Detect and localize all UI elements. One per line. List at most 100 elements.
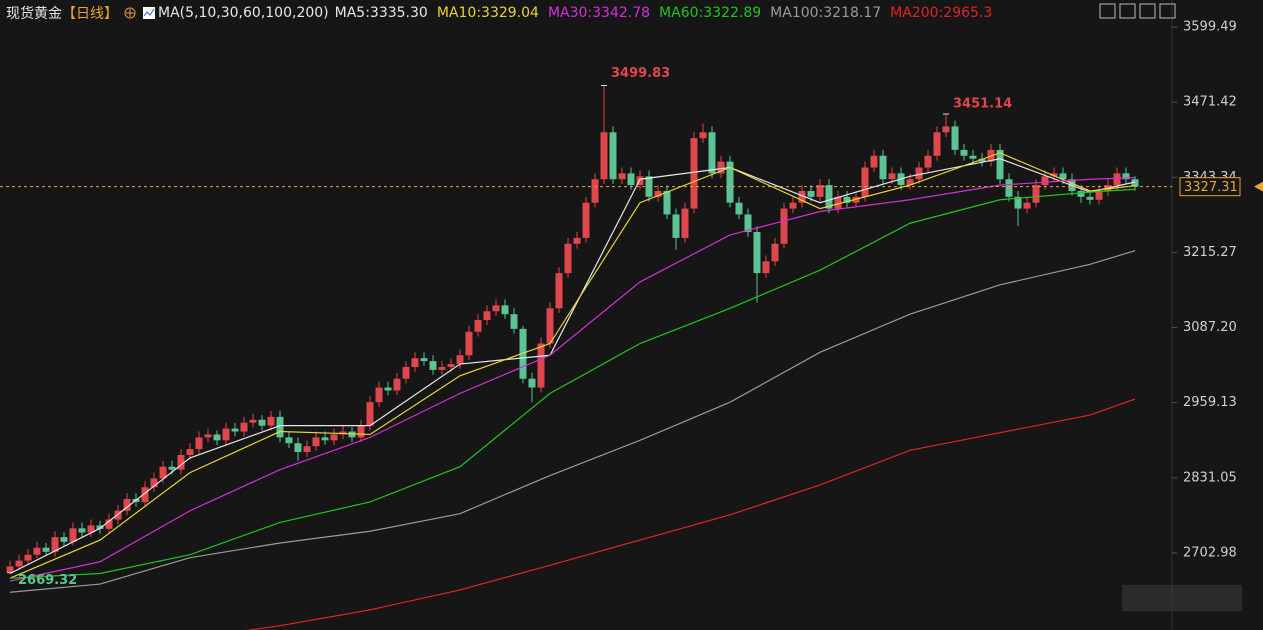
candle-body: [231, 428, 239, 432]
candle-body: [438, 366, 446, 370]
candle-body: [96, 525, 104, 529]
candle-body: [456, 355, 464, 365]
legend-name: MA10: [437, 5, 481, 21]
ma-line: [9, 250, 1136, 593]
candle-body: [1059, 173, 1067, 180]
extreme-label: 3499.83: [611, 66, 670, 81]
last-price-box: [1179, 177, 1241, 197]
indicator-icon[interactable]: [142, 6, 156, 20]
legend-value: 3322.89: [703, 5, 762, 21]
legend-item: MA303342.78: [548, 5, 650, 21]
candle-body: [816, 185, 824, 197]
candle-body: [996, 149, 1004, 180]
candle-body: [762, 261, 770, 274]
tool-button[interactable]: [1159, 3, 1176, 19]
candle-body: [114, 510, 122, 520]
candle-body: [933, 132, 941, 156]
candle-body: [591, 179, 599, 203]
candle-body: [609, 132, 617, 180]
candle-body: [447, 364, 455, 367]
legend-item: MA2002965.3: [890, 5, 992, 21]
indicator: MA(5,10,30,60,100,200): [158, 5, 329, 21]
header: 现货黄金 【日线】 MA(5,10,30,60,100,200) MA53335…: [6, 3, 992, 23]
candle-body: [168, 466, 176, 470]
candle-body: [222, 428, 230, 441]
legend-name: MA30: [548, 5, 592, 21]
candle-body: [618, 173, 626, 180]
candle-body: [1014, 196, 1022, 209]
candle-body: [951, 126, 959, 150]
candle-body: [24, 554, 32, 561]
tool-button[interactable]: [1119, 3, 1136, 19]
tool-button[interactable]: [1139, 3, 1156, 19]
candle-body: [186, 449, 194, 455]
candle-body: [1023, 202, 1031, 209]
candle-body: [1005, 179, 1013, 197]
candle-body: [942, 126, 950, 133]
candle-body: [879, 155, 887, 180]
candle-body: [150, 478, 158, 488]
candle-body: [384, 387, 392, 391]
candle-body: [195, 437, 203, 450]
plot-area: 3499.83 3451.14 2669.32: [6, 66, 1139, 630]
candle-body: [924, 155, 932, 168]
candle-body: [312, 437, 320, 447]
legend-name: MA200: [890, 5, 943, 21]
candle-body: [1122, 173, 1130, 180]
extreme-label: 3451.14: [953, 97, 1012, 112]
candle-body: [285, 437, 293, 444]
candle-body: [627, 173, 635, 186]
y-tick-label: 2959.13: [1183, 395, 1237, 410]
candle-body: [42, 547, 50, 552]
candle-body: [663, 190, 671, 215]
candle-body: [843, 196, 851, 203]
candle-body: [357, 425, 365, 438]
ma-line: [9, 188, 1136, 579]
period[interactable]: 【日线】: [62, 6, 118, 22]
candle-body: [240, 422, 248, 432]
candle-body: [690, 138, 698, 209]
candle-body: [492, 305, 500, 312]
candle-body: [1131, 179, 1139, 187]
legend-item: MA603322.89: [659, 5, 761, 21]
candle-body: [6, 566, 14, 573]
candle-body: [1086, 196, 1094, 200]
candle-body: [825, 185, 833, 209]
candle-body: [330, 434, 338, 441]
candle-body: [501, 305, 509, 315]
candle-body: [735, 202, 743, 215]
add-icon[interactable]: [124, 7, 136, 19]
legend: MA53335.30 MA103329.04 MA303342.78 MA603322…: [335, 5, 993, 21]
ma-line: [9, 152, 1136, 579]
instrument: 现货黄金: [6, 6, 62, 22]
legend-value: 3329.04: [481, 5, 539, 21]
candle-body: [600, 132, 608, 180]
candle-body: [411, 358, 419, 367]
ma-line: [9, 158, 1136, 575]
candle-body: [258, 419, 266, 426]
candle-body: [915, 167, 923, 180]
candle-body: [546, 308, 554, 344]
candle-body: [528, 378, 536, 388]
candle-body: [1077, 190, 1085, 197]
legend-value: 3342.78: [592, 5, 651, 21]
candle-body: [474, 320, 482, 332]
last-price-label: 3327.31: [1184, 180, 1238, 195]
candle-body: [393, 378, 401, 391]
candle-body: [582, 202, 590, 238]
candle-body: [789, 202, 797, 209]
legend-name: MA60: [659, 5, 703, 21]
legend-value: 3335.30: [369, 5, 428, 21]
candle-body: [78, 528, 86, 533]
candle-body: [69, 528, 77, 542]
candle-body: [429, 361, 437, 370]
extreme-label: 2669.32: [18, 573, 77, 588]
y-tick-label: 3087.20: [1183, 320, 1237, 335]
candle-body: [672, 214, 680, 238]
tool-button[interactable]: [1099, 3, 1116, 19]
candle-body: [51, 537, 59, 552]
candle-body: [366, 402, 374, 426]
legend-value: 2965.3: [943, 5, 993, 21]
